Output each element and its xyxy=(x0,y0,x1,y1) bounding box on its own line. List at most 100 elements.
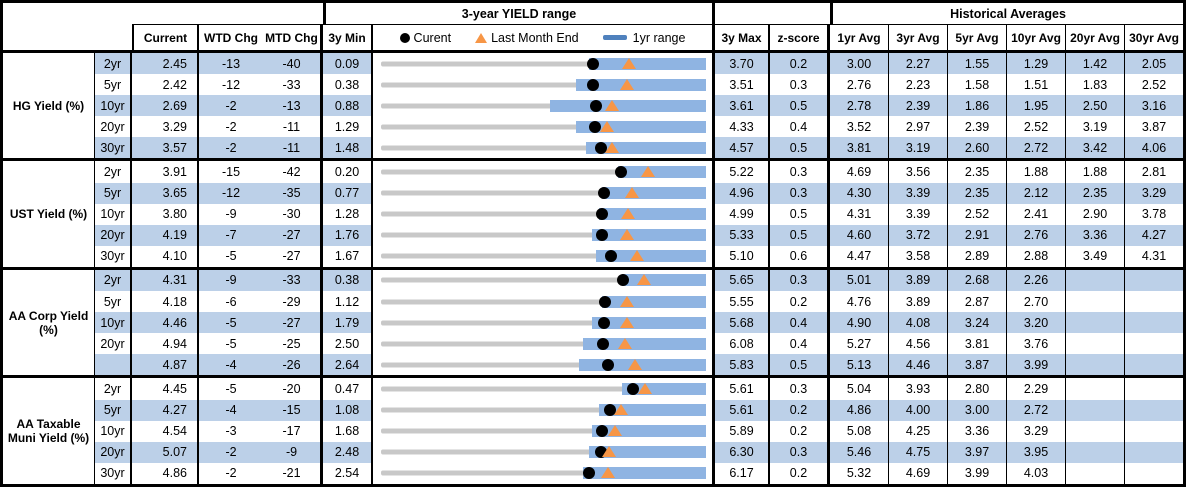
range-chart-cell xyxy=(373,137,715,159)
avg-cell-20yr: 2.90 xyxy=(1066,203,1125,225)
tenor-cell: 5yr xyxy=(95,182,132,204)
current-yield-cell: 3.91 xyxy=(132,161,199,183)
3y-range-track xyxy=(381,61,706,67)
range-chart-cell xyxy=(373,95,715,117)
header-spacer-label-tenor xyxy=(3,25,132,50)
avg-cell-1yr: 4.31 xyxy=(830,203,889,225)
current-yield-cell: 4.46 xyxy=(132,312,199,334)
header-spacer-maxz xyxy=(715,3,830,25)
last-month-triangle-icon xyxy=(613,404,628,416)
3y-max-cell: 5.68 xyxy=(715,312,770,334)
avg-cell-10yr: 3.99 xyxy=(1007,354,1066,376)
3y-max-cell: 5.10 xyxy=(715,245,770,267)
3y-max-cell: 6.08 xyxy=(715,333,770,355)
range-plot xyxy=(381,463,706,484)
3y-range-track xyxy=(381,277,706,283)
last-month-triangle-icon xyxy=(605,141,620,153)
avg-cell-1yr: 3.00 xyxy=(830,53,889,75)
wtd-chg-cell: -5 xyxy=(199,312,263,334)
3y-min-cell: 2.50 xyxy=(323,333,373,355)
range-plot xyxy=(381,400,706,421)
1yr-range-bar xyxy=(602,187,706,200)
3y-min-cell: 1.76 xyxy=(323,224,373,246)
avg-cell-10yr: 1.29 xyxy=(1007,53,1066,75)
avg-cell-1yr: 4.86 xyxy=(830,399,889,421)
col-header-3yr-avg: 3yr Avg xyxy=(889,25,948,50)
avg-cell-3yr: 3.89 xyxy=(889,291,948,313)
3y-min-cell: 1.08 xyxy=(323,399,373,421)
avg-cell-10yr: 3.20 xyxy=(1007,312,1066,334)
mtd-chg-cell: -30 xyxy=(263,203,323,225)
avg-cell-5yr: 3.99 xyxy=(948,462,1007,484)
zscore-cell: 0.2 xyxy=(770,53,830,75)
table-row: 2yr 3.91 -15 -42 0.20 5.22 0.3 4.69 3.56… xyxy=(95,161,1183,183)
avg-cell-30yr xyxy=(1125,269,1183,292)
avg-cell-10yr: 3.95 xyxy=(1007,441,1066,463)
avg-cell-1yr: 5.46 xyxy=(830,441,889,463)
avg-cell-20yr: 1.88 xyxy=(1066,161,1125,183)
wtd-chg-cell: -5 xyxy=(225,336,237,351)
avg-cell-3yr: 3.39 xyxy=(889,203,948,225)
range-plot xyxy=(381,333,706,354)
legend-item-last-month: Last Month End xyxy=(475,31,579,45)
current-yield-cell: 3.29 xyxy=(132,116,199,138)
1yr-range-bar xyxy=(589,57,706,70)
3y-range-track xyxy=(381,320,706,326)
avg-cell-20yr xyxy=(1066,312,1125,334)
3y-max-cell: 5.22 xyxy=(715,161,770,183)
zscore-cell: 0.3 xyxy=(770,441,830,463)
avg-cell-10yr: 1.95 xyxy=(1007,95,1066,117)
3y-min-cell: 1.28 xyxy=(323,203,373,225)
tenor-cell: 10yr xyxy=(95,95,132,117)
avg-cell-30yr: 4.27 xyxy=(1125,224,1183,246)
group-header-historical-averages: Historical Averages xyxy=(830,3,1183,25)
group-label: HG Yield (%) xyxy=(3,53,95,159)
col-header-3y-max: 3y Max xyxy=(715,25,770,50)
3y-range-track xyxy=(381,449,706,455)
avg-cell-10yr: 2.72 xyxy=(1007,137,1066,159)
avg-cell-5yr: 3.24 xyxy=(948,312,1007,334)
1yr-range-bar xyxy=(582,337,706,350)
col-header-20yr-avg: 20yr Avg xyxy=(1066,25,1125,50)
1yr-range-bar xyxy=(589,446,706,459)
avg-cell-20yr: 3.49 xyxy=(1066,245,1125,267)
last-month-triangle-icon xyxy=(621,208,636,220)
table-body: HG Yield (%) 2yr 2.45 -13 -40 0.09 3.70 … xyxy=(3,53,1183,484)
zscore-cell: 0.3 xyxy=(770,269,830,292)
mtd-chg-cell: -13 xyxy=(263,95,323,117)
legend-current-label: Curent xyxy=(413,30,452,45)
header-row-groups: 3-year YIELD range Historical Averages xyxy=(3,3,1183,25)
3y-range-track xyxy=(381,145,706,151)
avg-cell-1yr: 2.78 xyxy=(830,95,889,117)
last-month-triangle-icon xyxy=(604,99,619,111)
tenor-cell: 20yr xyxy=(95,224,132,246)
tenor-cell: 5yr xyxy=(95,399,132,421)
tenor-cell: 10yr xyxy=(95,420,132,442)
current-dot-icon xyxy=(594,141,607,154)
current-dot-icon xyxy=(595,425,608,438)
3y-range-track xyxy=(381,362,706,368)
avg-cell-30yr: 4.06 xyxy=(1125,137,1183,159)
range-chart-cell xyxy=(373,116,715,138)
avg-cell-3yr: 4.69 xyxy=(889,462,948,484)
avg-cell-1yr: 4.60 xyxy=(830,224,889,246)
3y-min-cell: 0.38 xyxy=(323,269,373,292)
current-yield-cell: 4.27 xyxy=(132,399,199,421)
3y-range-track xyxy=(381,103,706,109)
table-row: 4.87 -4 -26 2.64 5.83 0.5 5.13 4.46 3.87… xyxy=(95,354,1183,376)
3y-max-cell: 5.33 xyxy=(715,224,770,246)
range-plot xyxy=(381,225,706,246)
tenor-cell: 20yr xyxy=(95,333,132,355)
table-row: 10yr 4.54 -3 -17 1.68 5.89 0.2 5.08 4.25… xyxy=(95,420,1183,442)
last-month-triangle-icon xyxy=(619,316,634,328)
col-header-30yr-avg: 30yr Avg xyxy=(1129,30,1179,45)
wtd-chg-cell: -3 xyxy=(225,424,237,439)
3y-min-cell: 0.38 xyxy=(323,74,373,96)
avg-cell-30yr xyxy=(1125,354,1183,376)
avg-cell-5yr: 2.68 xyxy=(948,269,1007,292)
mtd-chg-cell: -27 xyxy=(263,312,323,334)
range-chart-cell xyxy=(373,161,715,183)
current-dot-icon xyxy=(590,99,603,112)
current-dot-icon xyxy=(598,316,611,329)
last-month-triangle-icon xyxy=(629,250,644,262)
